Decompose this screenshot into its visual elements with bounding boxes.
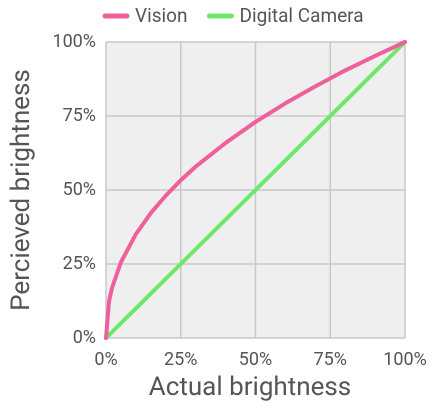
series-line: [104, 40, 407, 340]
x-tick-label: 75%: [314, 349, 347, 370]
y-tick-label: 50%: [63, 179, 96, 200]
legend-label: Vision: [135, 4, 187, 27]
legend: Vision Digital Camera: [102, 4, 364, 27]
legend-label: Digital Camera: [239, 4, 363, 27]
series-line: [104, 40, 407, 340]
x-tick-label: 50%: [239, 349, 272, 370]
y-tick-label: 100%: [52, 31, 96, 52]
lines: [104, 40, 407, 340]
y-axis-label: Percieved brightness: [6, 69, 36, 311]
x-tick-label: 0%: [94, 349, 117, 370]
y-tick-label: 25%: [63, 253, 96, 274]
x-tick-label: 100%: [383, 349, 427, 370]
x-axis-label: Actual brightness: [149, 372, 351, 402]
y-tick-label: 75%: [63, 105, 96, 126]
y-tick-label: 0%: [73, 327, 96, 348]
x-tick-label: 25%: [164, 349, 197, 370]
